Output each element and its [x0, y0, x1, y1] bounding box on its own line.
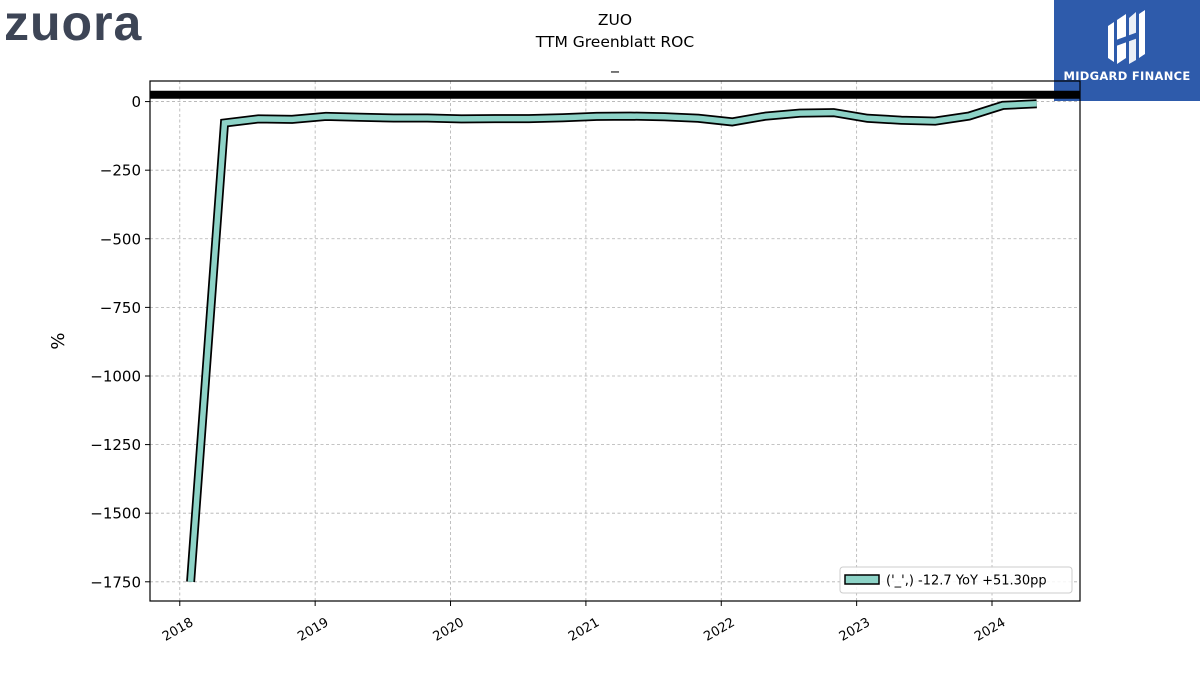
legend-label: ('_',) -12.7 YoY +51.30pp [886, 574, 1047, 589]
y-tick-label: 0 [131, 93, 141, 111]
midgard-finance-logo-icon [1108, 10, 1145, 64]
y-tick-label: −750 [100, 299, 141, 317]
y-tick-label: −1500 [90, 505, 141, 523]
legend-swatch [844, 574, 880, 585]
y-tick-label: −500 [100, 230, 141, 248]
midgard-finance-badge: MIDGARD FINANCE [1054, 0, 1200, 101]
legend-box [839, 566, 1073, 594]
series-line [187, 101, 1037, 583]
y-tick-label: −1250 [90, 436, 141, 454]
y-tick-label: −250 [100, 162, 141, 180]
chart-subtitle: _ [611, 55, 619, 73]
x-tick-label: 2024 [972, 615, 1008, 645]
series-line-outline [186, 99, 1037, 583]
y-axis-label: % [48, 332, 69, 349]
plot-frame [149, 80, 1081, 602]
zuora-logo: zuora [4, 0, 143, 51]
x-tick-label: 2020 [431, 615, 467, 645]
y-tick-label: −1750 [90, 573, 141, 591]
badge-text: MIDGARD FINANCE [1063, 69, 1191, 83]
x-tick-label: 2021 [566, 615, 602, 645]
x-tick-label: 2023 [837, 615, 873, 645]
y-tick-label: −1000 [90, 367, 141, 385]
series [150, 90, 1080, 583]
x-tick-label: 2018 [160, 615, 196, 645]
chart-ticker: ZUO [597, 11, 633, 29]
legend: ('_',) -12.7 YoY +51.30pp [839, 566, 1073, 594]
x-tick-label: 2019 [295, 615, 331, 645]
grid [150, 81, 1080, 601]
x-tick-label: 2022 [701, 615, 737, 645]
chart-title: TTM Greenblatt ROC [535, 33, 695, 51]
